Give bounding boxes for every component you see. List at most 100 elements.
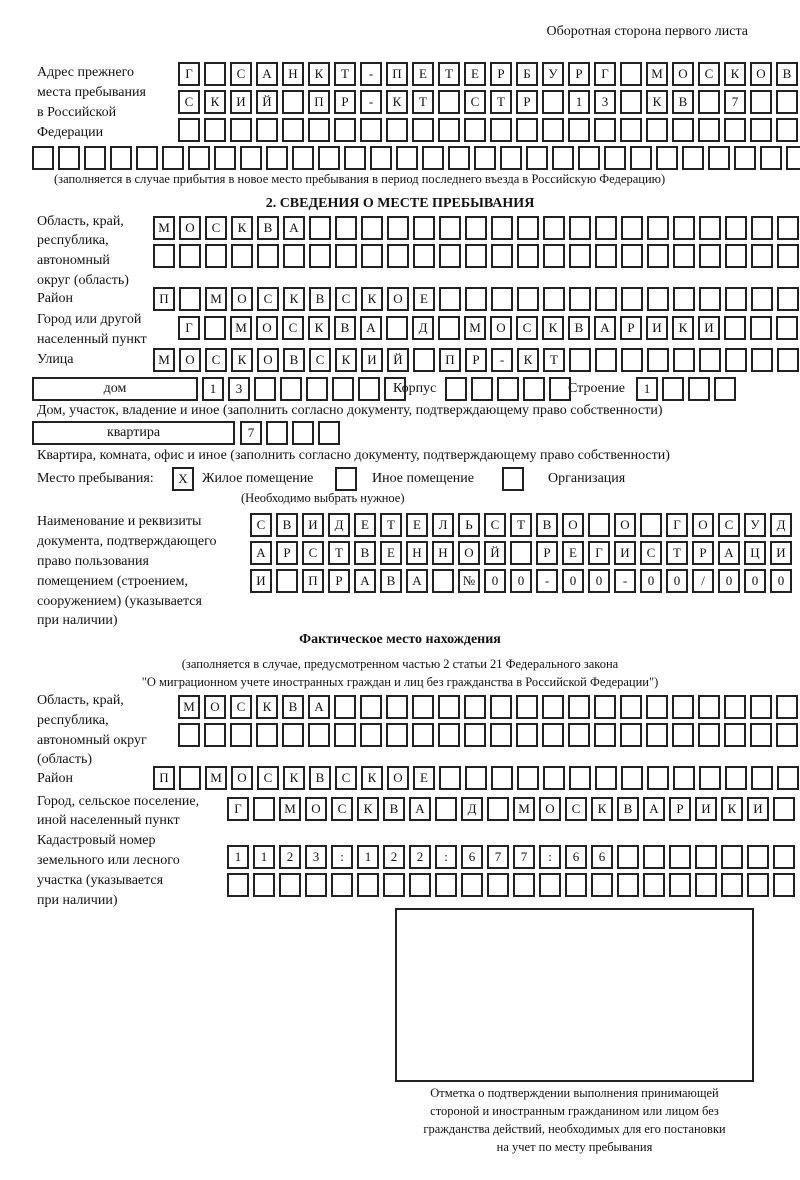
char-cell[interactable]: В [257,216,279,240]
char-cell[interactable] [214,146,236,170]
char-cell[interactable] [776,723,798,747]
char-cell[interactable] [422,146,444,170]
char-cell[interactable] [786,146,800,170]
char-cell[interactable]: Е [464,62,486,86]
char-cell[interactable]: К [361,766,383,790]
char-cell[interactable]: С [309,348,331,372]
char-cell[interactable]: К [721,797,743,821]
char-cell[interactable] [500,146,522,170]
char-cell[interactable]: В [334,316,356,340]
char-cell[interactable] [724,316,746,340]
char-cell[interactable] [640,513,662,537]
char-cell[interactable] [591,873,613,897]
char-cell[interactable] [516,723,538,747]
char-cell[interactable] [396,146,418,170]
char-cell[interactable]: В [354,541,376,565]
char-cell[interactable] [662,377,684,401]
char-cell[interactable] [386,316,408,340]
char-cell[interactable]: К [591,797,613,821]
char-cell[interactable] [595,348,617,372]
char-cell[interactable] [413,244,435,268]
korpus-row[interactable] [445,377,571,401]
char-cell[interactable] [432,569,454,593]
char-cell[interactable] [279,873,301,897]
char-cell[interactable]: В [383,797,405,821]
char-cell[interactable] [188,146,210,170]
char-cell[interactable]: Й [484,541,506,565]
char-cell[interactable] [517,766,539,790]
char-cell[interactable] [776,695,798,719]
char-cell[interactable] [747,873,769,897]
char-cell[interactable]: / [692,569,714,593]
char-cell[interactable] [695,845,717,869]
char-cell[interactable]: 1 [202,377,224,401]
char-cell[interactable] [32,146,54,170]
char-cell[interactable]: С [230,695,252,719]
char-cell[interactable] [673,216,695,240]
char-cell[interactable]: П [153,766,175,790]
char-cell[interactable] [253,797,275,821]
char-cell[interactable] [724,695,746,719]
char-cell[interactable] [306,377,328,401]
char-cell[interactable] [750,90,772,114]
char-cell[interactable] [682,146,704,170]
char-cell[interactable] [413,216,435,240]
char-cell[interactable]: И [250,569,272,593]
char-cell[interactable] [309,216,331,240]
char-cell[interactable] [647,348,669,372]
char-cell[interactable] [335,216,357,240]
char-cell[interactable] [620,62,642,86]
char-cell[interactable]: 0 [510,569,532,593]
char-cell[interactable]: Т [510,513,532,537]
char-cell[interactable] [344,146,366,170]
char-cell[interactable] [647,216,669,240]
char-cell[interactable] [227,873,249,897]
char-cell[interactable] [643,873,665,897]
char-cell[interactable] [360,723,382,747]
char-cell[interactable]: К [283,766,305,790]
char-cell[interactable]: К [231,348,253,372]
char-cell[interactable] [490,723,512,747]
char-cell[interactable]: 0 [484,569,506,593]
char-cell[interactable] [487,873,509,897]
char-cell[interactable] [672,695,694,719]
char-cell[interactable]: Д [461,797,483,821]
char-cell[interactable] [490,695,512,719]
char-cell[interactable] [698,118,720,142]
char-cell[interactable] [474,146,496,170]
char-cell[interactable] [305,873,327,897]
char-cell[interactable]: К [361,287,383,311]
char-cell[interactable]: С [205,348,227,372]
char-cell[interactable] [543,287,565,311]
char-cell[interactable]: О [458,541,480,565]
char-cell[interactable] [777,766,799,790]
char-cell[interactable] [230,723,252,747]
char-cell[interactable] [280,377,302,401]
char-cell[interactable]: Т [380,513,402,537]
char-cell[interactable] [204,118,226,142]
char-cell[interactable]: С [257,766,279,790]
char-cell[interactable] [695,873,717,897]
char-cell[interactable] [595,244,617,268]
char-cell[interactable] [647,766,669,790]
char-cell[interactable]: И [302,513,324,537]
char-cell[interactable]: Н [406,541,428,565]
char-cell[interactable]: Т [334,62,356,86]
char-cell[interactable] [282,723,304,747]
char-cell[interactable]: 6 [591,845,613,869]
char-cell[interactable]: 1 [568,90,590,114]
char-cell[interactable] [412,695,434,719]
char-cell[interactable]: Ц [744,541,766,565]
char-cell[interactable]: С [464,90,486,114]
char-cell[interactable]: С [516,316,538,340]
char-cell[interactable]: Р [568,62,590,86]
char-cell[interactable] [698,90,720,114]
char-cell[interactable]: О [692,513,714,537]
char-cell[interactable] [523,377,545,401]
char-cell[interactable] [318,146,340,170]
char-cell[interactable]: 0 [666,569,688,593]
char-cell[interactable] [283,244,305,268]
char-cell[interactable]: И [698,316,720,340]
char-cell[interactable]: 1 [357,845,379,869]
